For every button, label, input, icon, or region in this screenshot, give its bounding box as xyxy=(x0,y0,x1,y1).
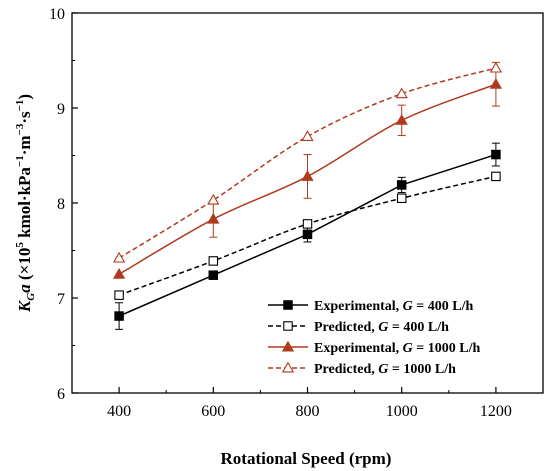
legend-marker xyxy=(283,300,293,310)
x-tick-label: 1200 xyxy=(480,403,512,420)
legend-label: Experimental, G = 400 L/h xyxy=(314,299,473,314)
legend-label: Predicted, G = 400 L/h xyxy=(314,320,449,335)
y-axis-title-sub: G xyxy=(25,293,37,301)
data-point xyxy=(396,180,407,190)
y-tick-label: 10 xyxy=(49,6,65,23)
series-2 xyxy=(112,61,503,279)
x-tick-label: 400 xyxy=(107,403,131,420)
y-tick-label: 6 xyxy=(57,386,65,403)
y-axis-title-unit-mid2: ·m xyxy=(15,135,34,155)
y-axis-title-exp4: −1 xyxy=(14,100,26,112)
x-tick-label: 1000 xyxy=(386,403,418,420)
y-axis-title-exp2: −1 xyxy=(14,155,26,167)
legend-label: Experimental, G = 1000 L/h xyxy=(314,341,480,356)
x-tick-label: 600 xyxy=(201,403,225,420)
y-axis-title-a: a xyxy=(15,284,34,293)
y-tick-label: 7 xyxy=(57,291,65,308)
data-point xyxy=(208,256,219,266)
data-point xyxy=(489,61,503,73)
data-point xyxy=(301,170,314,181)
y-axis-title: KGa (×105 kmol·kPa−1·m−3·s−1) xyxy=(14,94,37,313)
data-point xyxy=(395,114,408,125)
y-axis-title-exp: 5 xyxy=(14,242,26,248)
data-point xyxy=(207,212,220,224)
y-tick-label: 8 xyxy=(57,196,65,213)
legend-entry-0: Experimental, G = 400 L/h xyxy=(268,299,473,314)
data-point xyxy=(207,193,220,205)
data-point xyxy=(114,290,124,300)
legend-entry-2: Experimental, G = 1000 L/h xyxy=(268,340,480,356)
data-point xyxy=(112,267,126,279)
series-0 xyxy=(114,142,501,330)
y-axis-title-unit-mid3: ·s xyxy=(15,111,34,124)
y-axis-title-unit-pre: (×10 xyxy=(15,248,34,285)
data-point xyxy=(491,149,501,160)
series-1 xyxy=(114,171,501,300)
data-point xyxy=(208,270,219,280)
y-axis-title-unit-post: ) xyxy=(15,94,34,100)
legend-marker xyxy=(281,340,295,352)
x-tick-label: 800 xyxy=(296,403,320,420)
y-axis-title-unit-mid: kmol·kPa xyxy=(15,167,34,243)
data-point xyxy=(114,311,124,321)
y-axis-title-k: K xyxy=(15,299,34,313)
legend-entry-1: Predicted, G = 400 L/h xyxy=(268,320,449,335)
y-tick-label: 9 xyxy=(57,101,65,118)
data-point xyxy=(112,251,126,263)
series-3 xyxy=(112,61,503,263)
plot-area xyxy=(71,12,544,394)
legend-label: Predicted, G = 1000 L/h xyxy=(314,362,456,377)
series-layer xyxy=(112,61,503,330)
legend-marker xyxy=(281,361,295,373)
data-point xyxy=(302,229,313,240)
data-point xyxy=(396,193,407,204)
data-point xyxy=(302,219,313,229)
data-point xyxy=(491,171,501,182)
legend-entry-3: Predicted, G = 1000 L/h xyxy=(268,361,456,377)
data-point xyxy=(301,130,314,141)
plot-frame xyxy=(71,12,544,394)
y-axis-title-exp3: −3 xyxy=(14,123,26,135)
x-axis-title: Rotational Speed (rpm) xyxy=(221,449,392,468)
x-axis-ticks: 400 600 800 1000 1200 xyxy=(71,387,544,420)
y-axis-ticks: 6 7 8 9 10 xyxy=(49,6,78,403)
data-point xyxy=(489,77,503,89)
data-point xyxy=(395,87,408,99)
legend: Experimental, G = 400 L/h Predicted, G = … xyxy=(268,299,480,377)
legend-marker xyxy=(283,321,293,331)
